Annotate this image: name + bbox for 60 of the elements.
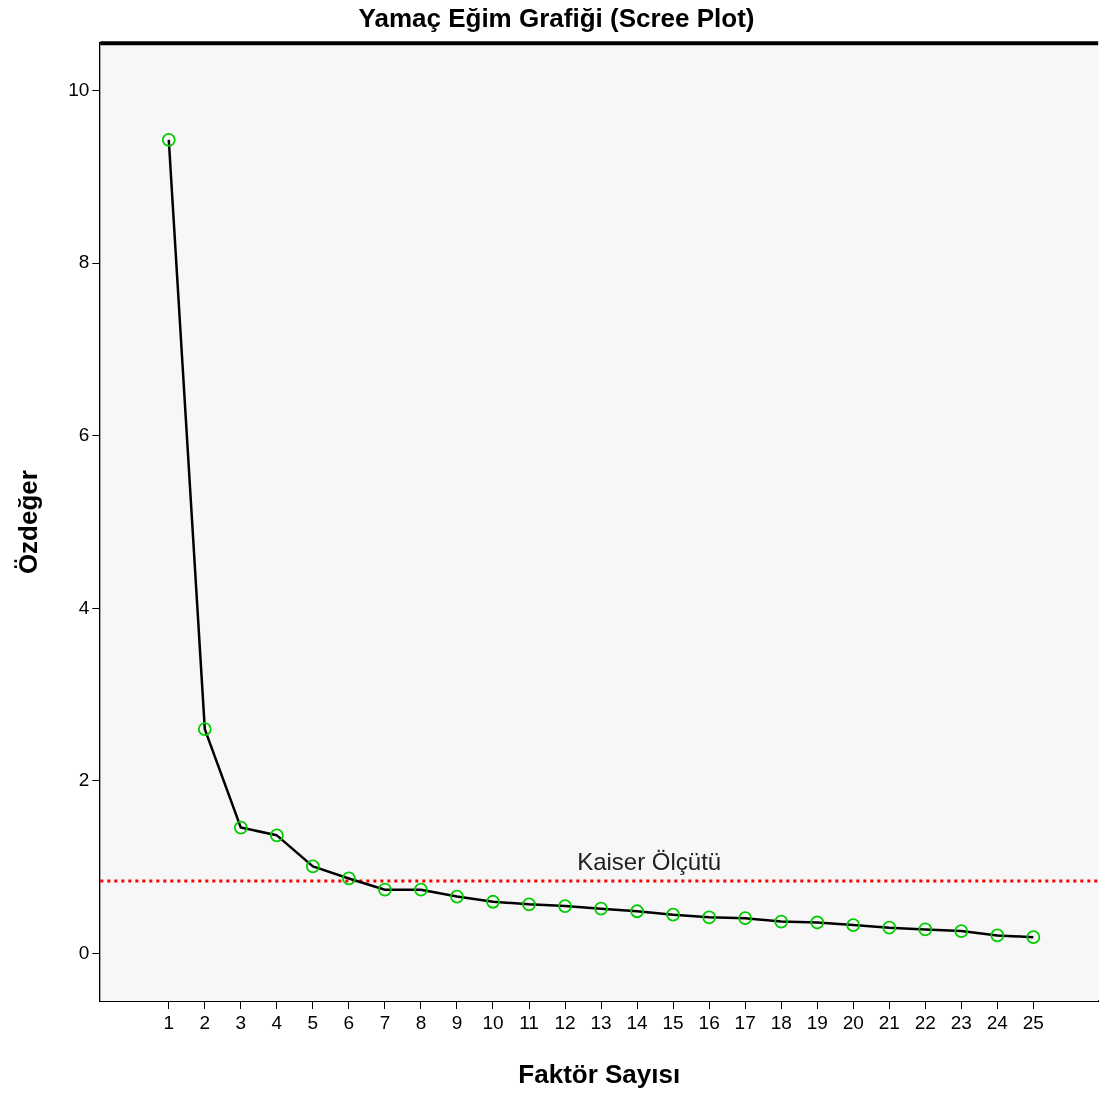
x-tick-label: 7 (379, 1011, 391, 1033)
x-tick-label: 17 (734, 1011, 756, 1033)
point (486, 894, 500, 909)
y-tick-label: 4 (78, 596, 90, 618)
point (774, 914, 789, 929)
point (846, 918, 861, 932)
point (990, 928, 1005, 943)
x-tick-label: 10 (482, 1011, 504, 1033)
point (666, 907, 681, 922)
x-tick-label: 22 (914, 1011, 936, 1033)
x-tick-label: 24 (986, 1011, 1009, 1033)
x-tick-label: 8 (415, 1011, 427, 1033)
y-tick-label: 10 (68, 78, 90, 100)
point (1026, 930, 1041, 945)
point (630, 904, 644, 919)
x-tick-label: 14 (626, 1011, 649, 1033)
point (450, 889, 464, 904)
x-tick-label: 13 (590, 1011, 612, 1033)
x-tick-label: 16 (698, 1011, 720, 1033)
x-tick-label: 12 (554, 1011, 576, 1033)
point (882, 920, 897, 935)
ref-line-label: Kaiser Ölçütü (577, 847, 722, 875)
x-tick-label: 1 (163, 1011, 175, 1033)
x-tick-label: 21 (878, 1011, 900, 1033)
point (594, 901, 608, 916)
x-tick-label: 6 (343, 1011, 355, 1033)
chart-title: Yamaç Eğim Grafiği (Scree Plot) (358, 2, 755, 33)
x-tick-label: 9 (451, 1011, 463, 1033)
point (918, 922, 933, 937)
point (233, 820, 248, 835)
point (342, 871, 356, 886)
point (954, 924, 969, 939)
x-tick-label: 19 (806, 1011, 828, 1033)
y-axis-title: Özdeğer (12, 470, 43, 575)
y-tick-label: 6 (78, 424, 90, 446)
x-tick-label: 18 (770, 1011, 792, 1033)
y-tick-label: 8 (78, 251, 90, 273)
point (558, 899, 572, 913)
x-tick-label: 25 (1022, 1011, 1044, 1033)
x-tick-label: 15 (662, 1011, 684, 1033)
x-tick-label: 2 (199, 1011, 211, 1033)
x-tick-label: 20 (842, 1011, 864, 1033)
point (378, 882, 392, 897)
point (414, 882, 428, 897)
x-tick-label: 5 (307, 1011, 319, 1033)
point (161, 132, 176, 147)
point (197, 722, 212, 737)
point (269, 828, 284, 843)
x-axis-title: Faktör Sayısı (518, 1058, 681, 1089)
x-tick-label: 11 (519, 1011, 539, 1033)
y-tick-label: 2 (78, 769, 90, 791)
x-tick-label: 23 (950, 1011, 972, 1033)
x-tick-label: 4 (271, 1011, 283, 1033)
y-tick-label: 0 (78, 941, 90, 963)
x-tick-label: 3 (235, 1011, 247, 1033)
point (738, 911, 753, 926)
point (810, 915, 825, 930)
point (305, 859, 320, 874)
point (522, 897, 536, 912)
point (702, 910, 717, 925)
